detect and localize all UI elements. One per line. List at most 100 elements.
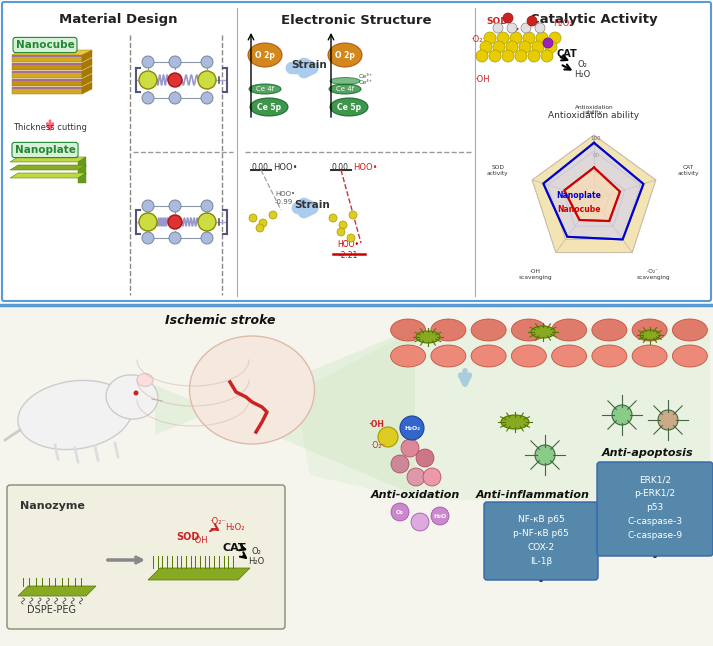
Polygon shape bbox=[18, 586, 96, 596]
Ellipse shape bbox=[471, 319, 506, 341]
Polygon shape bbox=[82, 50, 92, 62]
Ellipse shape bbox=[592, 345, 627, 367]
Polygon shape bbox=[12, 50, 92, 55]
Polygon shape bbox=[12, 71, 82, 73]
Text: HOO•: HOO• bbox=[273, 163, 297, 172]
Polygon shape bbox=[148, 568, 250, 580]
Circle shape bbox=[349, 211, 357, 219]
Circle shape bbox=[201, 92, 213, 104]
Text: Antioxidation
ability: Antioxidation ability bbox=[575, 105, 613, 116]
Text: Ce 5p: Ce 5p bbox=[257, 103, 281, 112]
Text: IL-1β: IL-1β bbox=[530, 557, 552, 567]
Text: Anti-inflammation: Anti-inflammation bbox=[476, 490, 590, 500]
Ellipse shape bbox=[672, 319, 707, 341]
Circle shape bbox=[249, 214, 257, 222]
Circle shape bbox=[142, 200, 154, 212]
Ellipse shape bbox=[431, 319, 466, 341]
Polygon shape bbox=[78, 157, 86, 167]
Polygon shape bbox=[12, 63, 82, 65]
Ellipse shape bbox=[18, 380, 132, 450]
Circle shape bbox=[503, 13, 513, 23]
Circle shape bbox=[169, 200, 181, 212]
Text: HOO•
-0.99: HOO• -0.99 bbox=[275, 191, 295, 205]
Polygon shape bbox=[12, 87, 82, 94]
Text: Nanocube: Nanocube bbox=[558, 205, 601, 214]
Text: Thickness cutting: Thickness cutting bbox=[13, 123, 87, 132]
Circle shape bbox=[168, 73, 182, 87]
FancyBboxPatch shape bbox=[484, 502, 598, 580]
Text: Ce 4f: Ce 4f bbox=[336, 86, 354, 92]
Text: Strain: Strain bbox=[291, 60, 327, 70]
Circle shape bbox=[168, 215, 182, 229]
Text: -O₂⁻
scavenging: -O₂⁻ scavenging bbox=[636, 269, 670, 280]
Circle shape bbox=[658, 410, 678, 430]
Text: O₂: O₂ bbox=[251, 547, 261, 556]
Text: C-caspase-3: C-caspase-3 bbox=[627, 517, 682, 526]
Polygon shape bbox=[12, 55, 82, 57]
Circle shape bbox=[198, 213, 216, 231]
Text: Strain: Strain bbox=[294, 200, 330, 210]
FancyBboxPatch shape bbox=[0, 305, 713, 646]
Circle shape bbox=[256, 224, 264, 232]
Text: Nanoplate: Nanoplate bbox=[14, 145, 76, 155]
Ellipse shape bbox=[329, 84, 361, 94]
Circle shape bbox=[269, 211, 277, 219]
FancyBboxPatch shape bbox=[597, 462, 713, 556]
Text: O 2p: O 2p bbox=[255, 50, 275, 59]
Circle shape bbox=[515, 50, 527, 62]
Text: ·OH: ·OH bbox=[474, 75, 490, 84]
Text: O₂: O₂ bbox=[577, 60, 587, 69]
Ellipse shape bbox=[511, 319, 546, 341]
Text: Nanocube: Nanocube bbox=[16, 40, 74, 50]
Polygon shape bbox=[10, 173, 86, 178]
Text: DSPE-PEG: DSPE-PEG bbox=[28, 605, 76, 615]
Polygon shape bbox=[12, 87, 82, 89]
Text: COX-2: COX-2 bbox=[528, 543, 555, 552]
Circle shape bbox=[347, 234, 355, 242]
Circle shape bbox=[201, 232, 213, 244]
Polygon shape bbox=[12, 63, 82, 70]
Circle shape bbox=[519, 41, 531, 53]
Text: Ce 4f: Ce 4f bbox=[256, 86, 274, 92]
Ellipse shape bbox=[501, 415, 529, 429]
Ellipse shape bbox=[431, 345, 466, 367]
Text: Ce⁴⁺: Ce⁴⁺ bbox=[359, 81, 373, 85]
Polygon shape bbox=[564, 167, 620, 221]
Polygon shape bbox=[78, 173, 86, 183]
Circle shape bbox=[480, 41, 492, 53]
Text: NF-κB p65: NF-κB p65 bbox=[518, 516, 565, 525]
Circle shape bbox=[521, 23, 531, 33]
Circle shape bbox=[142, 92, 154, 104]
Text: ·OH: ·OH bbox=[368, 420, 384, 429]
Circle shape bbox=[535, 23, 545, 33]
FancyBboxPatch shape bbox=[7, 485, 285, 629]
Text: H₂O: H₂O bbox=[434, 514, 446, 519]
Text: H₂O₂: H₂O₂ bbox=[553, 19, 573, 28]
Circle shape bbox=[142, 232, 154, 244]
Ellipse shape bbox=[391, 345, 426, 367]
Text: Material Design: Material Design bbox=[58, 14, 178, 26]
Text: ·O₂⁻: ·O₂⁻ bbox=[210, 517, 227, 526]
Ellipse shape bbox=[391, 319, 426, 341]
Polygon shape bbox=[82, 66, 92, 78]
Circle shape bbox=[476, 50, 488, 62]
Text: H₂O: H₂O bbox=[574, 70, 590, 79]
Circle shape bbox=[416, 449, 434, 467]
Ellipse shape bbox=[106, 375, 158, 419]
Ellipse shape bbox=[190, 336, 314, 444]
Text: HOO•
-2.21: HOO• -2.21 bbox=[337, 240, 359, 260]
Text: H₂O: H₂O bbox=[248, 557, 264, 566]
Circle shape bbox=[201, 200, 213, 212]
Text: Ischemic stroke: Ischemic stroke bbox=[165, 313, 275, 326]
Text: Anti-oxidation: Anti-oxidation bbox=[370, 490, 460, 500]
Circle shape bbox=[139, 71, 157, 89]
Circle shape bbox=[391, 455, 409, 473]
Text: 0.00: 0.00 bbox=[251, 163, 268, 172]
Text: HOO•: HOO• bbox=[353, 163, 377, 172]
Polygon shape bbox=[78, 165, 86, 175]
Circle shape bbox=[423, 468, 441, 486]
Text: 0.00: 0.00 bbox=[331, 163, 348, 172]
Circle shape bbox=[259, 219, 267, 227]
Circle shape bbox=[612, 405, 632, 425]
Text: Ce³⁺: Ce³⁺ bbox=[359, 74, 373, 79]
